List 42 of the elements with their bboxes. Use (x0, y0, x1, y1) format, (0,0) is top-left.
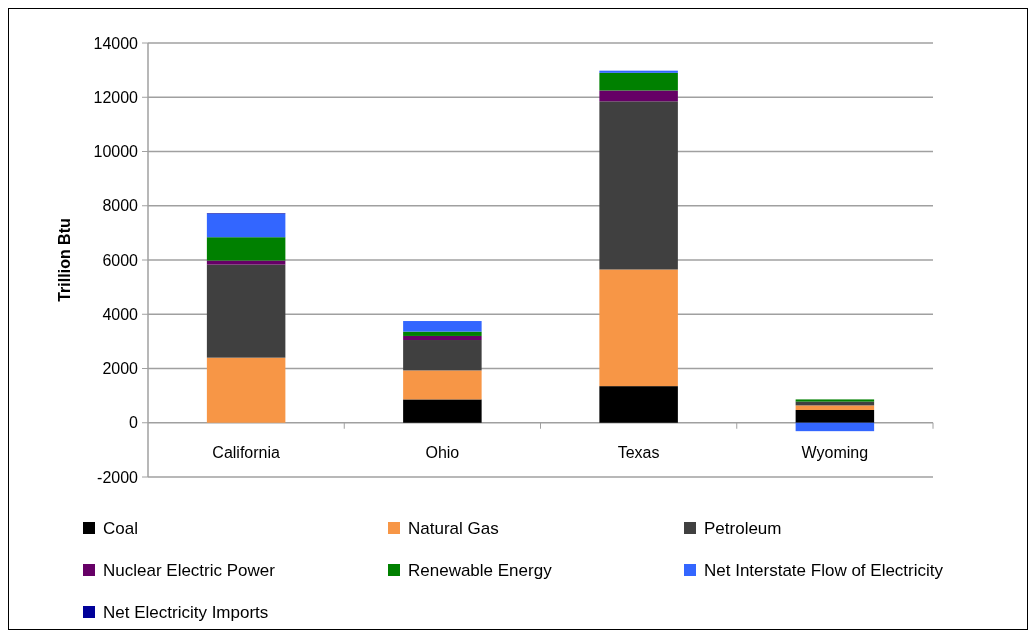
bar (403, 321, 482, 332)
bar (206, 213, 286, 238)
bar (599, 90, 678, 102)
legend-label: Natural Gas (408, 518, 499, 538)
legend-label: Renewable Energy (408, 560, 553, 580)
y-tick-label: 12000 (93, 88, 139, 106)
bar (403, 335, 482, 341)
bar (795, 410, 875, 423)
legend-label: Coal (103, 518, 138, 538)
bar (403, 331, 482, 336)
x-tick-label: Ohio (425, 443, 460, 461)
bar (403, 370, 482, 400)
y-tick-label: 14000 (93, 34, 139, 52)
legend-label: Nuclear Electric Power (103, 560, 276, 580)
y-axis-title: Trillion Btu (56, 218, 73, 302)
y-tick-label: -2000 (97, 468, 139, 486)
bar (599, 70, 678, 73)
bar (599, 72, 678, 91)
bar (599, 101, 678, 270)
legend-label: Net Interstate Flow of Electricity (704, 560, 944, 580)
x-tick-label: Wyoming (801, 443, 869, 461)
y-tick-label: 8000 (102, 197, 139, 215)
bar (795, 399, 875, 402)
bar (795, 422, 875, 432)
x-tick-label: Texas (617, 443, 660, 461)
bar (206, 260, 286, 265)
bar (206, 237, 286, 261)
legend-label: Petroleum (704, 518, 782, 538)
legend-label: Net Electricity Imports (103, 602, 269, 622)
y-tick-label: 0 (129, 414, 139, 432)
bar (795, 405, 875, 410)
y-tick-label: 6000 (102, 251, 139, 269)
y-tick-label: 4000 (102, 305, 139, 323)
bar (403, 399, 482, 423)
bar (403, 340, 482, 371)
x-tick-label: California (212, 443, 281, 461)
y-tick-label: 2000 (102, 360, 139, 378)
y-tick-label: 10000 (93, 143, 139, 161)
bar (206, 357, 286, 423)
bar (599, 269, 678, 387)
bar (206, 264, 286, 358)
bar (599, 386, 678, 423)
